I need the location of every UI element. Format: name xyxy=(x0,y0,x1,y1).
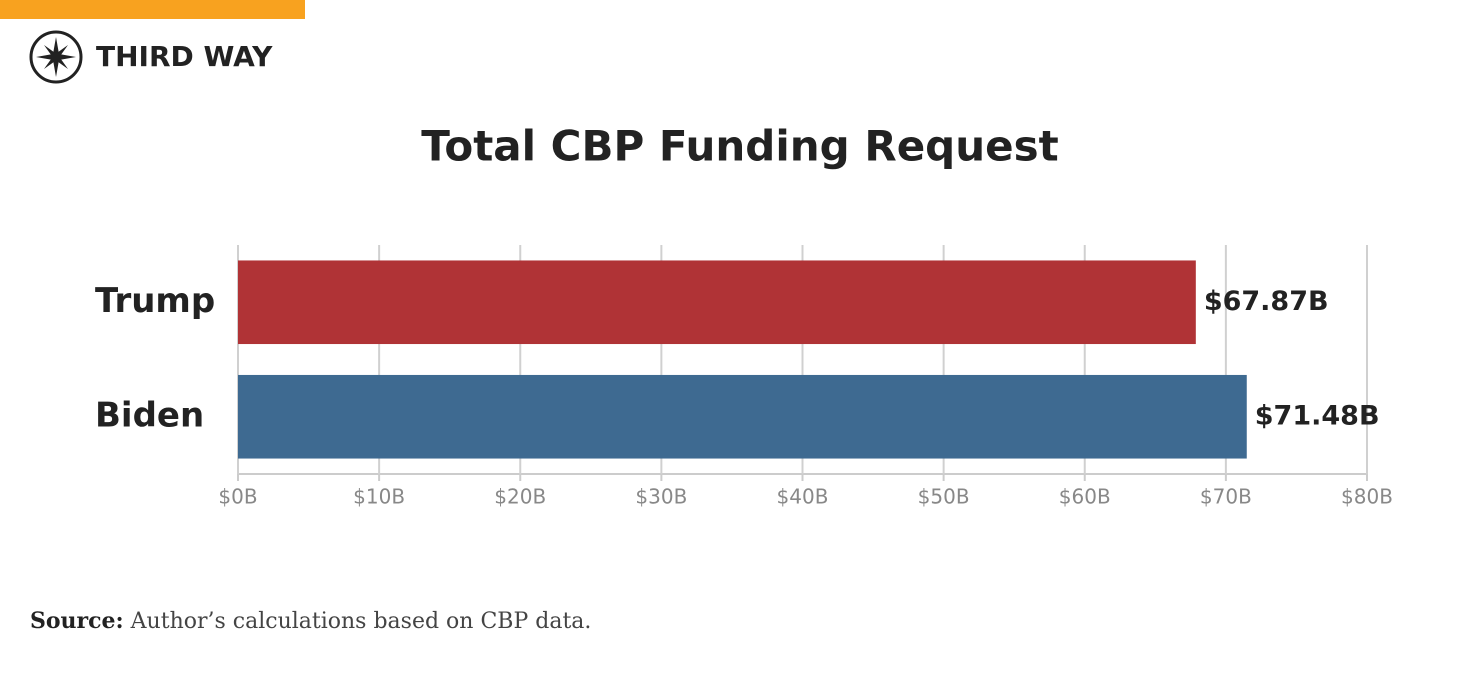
x-tick-label: $20B xyxy=(494,485,546,509)
x-tick-label: $50B xyxy=(918,485,970,509)
source: Source: Author’s calculations based on C… xyxy=(30,608,591,634)
brand: THIRD WAY xyxy=(96,40,273,73)
x-tick-label: $80B xyxy=(1341,485,1393,509)
chart-title: Total CBP Funding Request xyxy=(421,122,1058,171)
x-tick-label: $10B xyxy=(353,485,405,509)
bar xyxy=(238,260,1196,345)
y-tick-label: Biden xyxy=(95,395,204,435)
x-tick-label: $70B xyxy=(1200,485,1252,509)
x-tick-label: $60B xyxy=(1059,485,1111,509)
bar xyxy=(238,374,1247,459)
value-label: $67.87B xyxy=(1204,286,1329,317)
x-tick-label: $0B xyxy=(218,485,257,509)
y-tick-label: Trump xyxy=(95,281,215,321)
top-accent xyxy=(0,0,305,19)
value-label: $71.48B xyxy=(1255,400,1380,431)
x-tick-label: $30B xyxy=(635,485,687,509)
source-label: Source: xyxy=(30,608,124,634)
logo xyxy=(29,30,83,84)
source-text: Author’s calculations based on CBP data. xyxy=(130,609,592,634)
x-tick-label: $40B xyxy=(777,485,829,509)
